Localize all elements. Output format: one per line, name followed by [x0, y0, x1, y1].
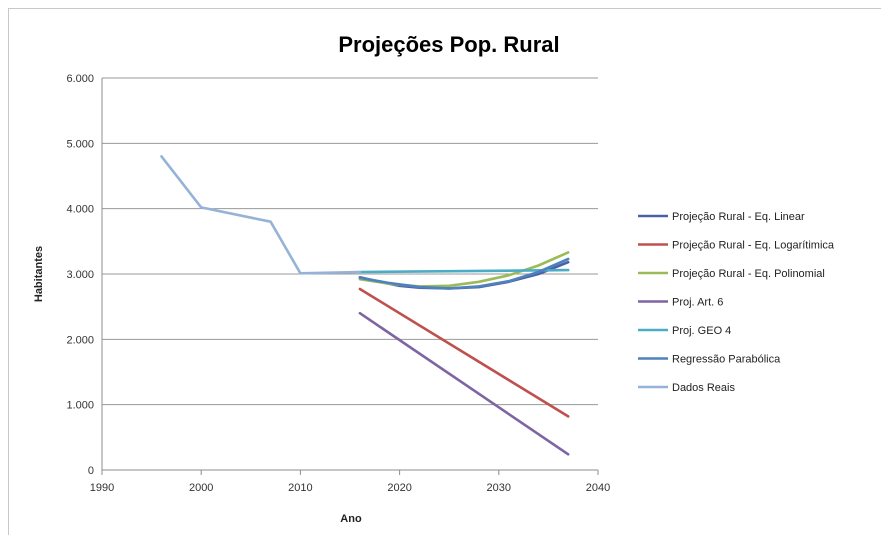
legend-label: Projeção Rural - Eq. Logarítimica — [672, 240, 835, 252]
x-axis-label: Ano — [340, 513, 362, 525]
legend-label: Regressão Parabólica — [672, 354, 781, 366]
series-line-7 — [160, 155, 362, 275]
x-tick-labels: 1990 2000 2010 2020 2030 2040 — [90, 482, 610, 494]
x-tick-label: 2040 — [586, 482, 610, 494]
legend: Projeção Rural - Eq. Linear Projeção Rura… — [638, 211, 835, 394]
legend-label: Projeção Rural - Eq. Linear — [672, 211, 805, 223]
y-tick-label: 6.000 — [66, 73, 94, 85]
y-tick-labels: 0 1.000 2.000 3.000 4.000 5.000 6.000 — [66, 73, 94, 477]
series-line-2 — [358, 287, 570, 418]
y-tick-label: 5.000 — [66, 138, 94, 150]
x-tick-label: 1990 — [90, 482, 114, 494]
legend-label: Proj. Art. 6 — [672, 297, 723, 309]
x-tick-label: 2030 — [487, 482, 511, 494]
series-line-5 — [358, 268, 570, 274]
x-tick-label: 2010 — [288, 482, 312, 494]
chart-title: Projeções Pop. Rural — [338, 32, 559, 57]
x-tick-label: 2000 — [189, 482, 213, 494]
y-axis-label: Habitantes — [33, 246, 45, 302]
series-lines — [160, 155, 570, 456]
y-tick-label: 4.000 — [66, 204, 94, 216]
y-tick-label: 3.000 — [66, 269, 94, 281]
legend-label: Projeção Rural - Eq. Polinomial — [672, 268, 825, 280]
axes — [101, 78, 599, 475]
series-line-6 — [358, 257, 570, 290]
chart-frame — [8, 8, 881, 535]
legend-label: Proj. GEO 4 — [672, 325, 731, 337]
y-tick-label: 2.000 — [66, 334, 94, 346]
y-tick-label: 0 — [88, 465, 94, 477]
x-tick-label: 2020 — [387, 482, 411, 494]
gridlines — [102, 77, 598, 406]
legend-label: Dados Reais — [672, 382, 735, 394]
series-line-4 — [358, 311, 570, 456]
y-tick-label: 1.000 — [66, 400, 94, 412]
